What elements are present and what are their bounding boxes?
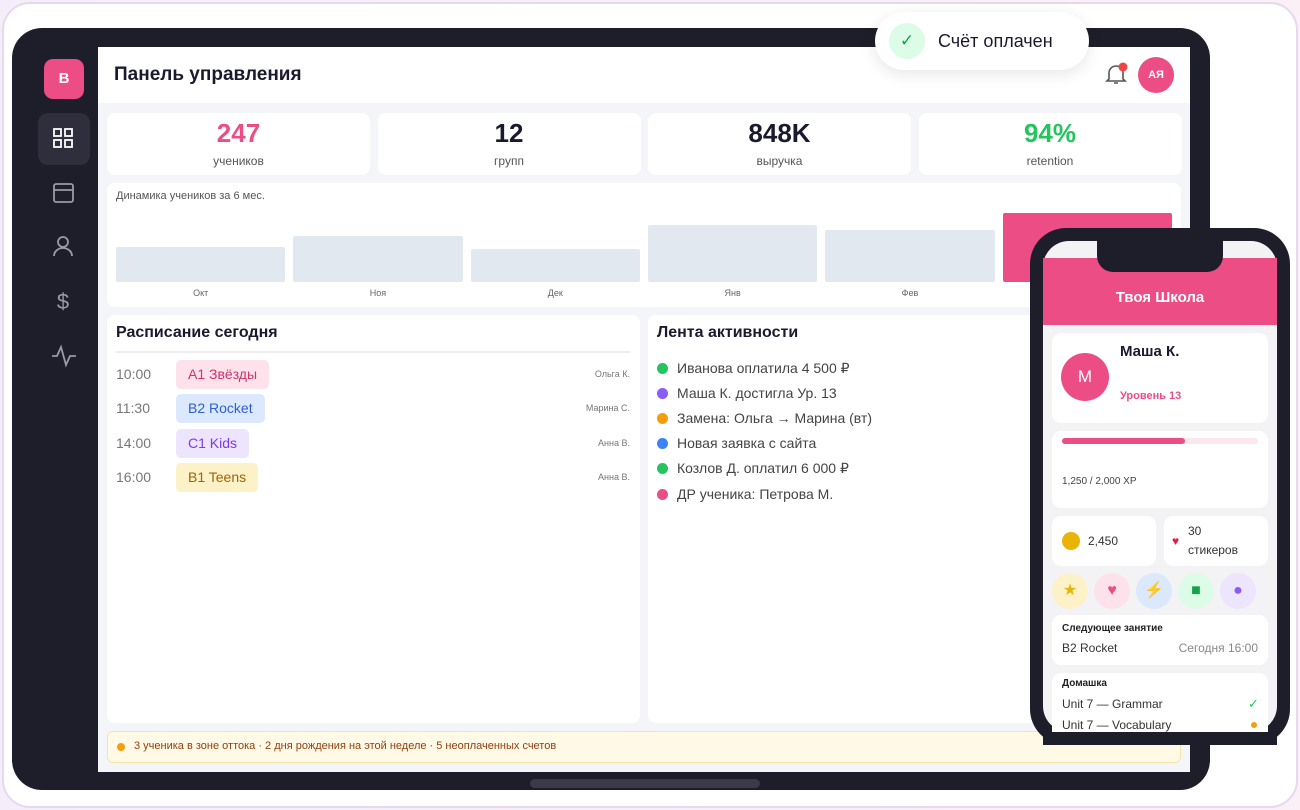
bar [470, 249, 640, 282]
x-label: Фев [901, 288, 919, 298]
alert-dot [117, 743, 125, 751]
avatar[interactable]: АЯ [1138, 57, 1174, 93]
badge[interactable]: ♥ [1094, 573, 1130, 609]
next-title: Следующее занятие [1062, 623, 1163, 634]
stat-card [648, 113, 911, 175]
stat-label: retention [1026, 154, 1074, 168]
bar [116, 246, 286, 282]
phone-notch [1097, 241, 1223, 272]
heart: ♥ [1172, 534, 1180, 548]
student-name: Маша К. [1120, 343, 1180, 360]
stat-card [107, 113, 370, 175]
nav-active[interactable] [38, 113, 90, 165]
x-label: Дек [547, 288, 563, 298]
page-title: Панель управления [114, 64, 302, 85]
time: 16:00 [116, 468, 152, 485]
stickers-card [1164, 516, 1268, 566]
stat-label: учеников [213, 154, 264, 168]
activity-dot [657, 463, 668, 475]
badge[interactable]: ■ [1178, 573, 1214, 609]
teacher: Анна В. [598, 437, 630, 448]
stat-card [918, 113, 1182, 175]
chart-title: Динамика учеников за 6 мес. [116, 190, 265, 202]
schedule-title: Расписание сегодня [116, 324, 278, 341]
bar [648, 224, 818, 282]
stat-label: выручка [756, 154, 803, 168]
homework-title: Домашка [1062, 678, 1107, 689]
group-chip[interactable]: C1 Kids [176, 428, 250, 458]
teacher: Анна В. [598, 471, 630, 482]
activity-text: Козлов Д. оплатил 6 000 ₽ [677, 460, 849, 477]
next-time: Сегодня 16:00 [1178, 641, 1258, 655]
chart-card [107, 183, 1181, 307]
next-card [1052, 615, 1268, 665]
group-chip[interactable]: A1 Звёзды [176, 360, 270, 389]
stat-value: 94% [1023, 118, 1077, 148]
phone-title: Твоя Школа [1115, 289, 1205, 306]
stat-value: 247 [216, 118, 261, 148]
activity-text: Новая заявка с сайта [677, 435, 817, 452]
stat-value: 12 [494, 118, 524, 148]
bar [825, 230, 995, 282]
activity-dot [657, 363, 668, 374]
logo[interactable]: B [44, 59, 84, 99]
badge[interactable]: ★ [1052, 573, 1088, 609]
done: ✓ [1248, 696, 1259, 711]
stat-label: групп [494, 154, 524, 168]
stickers-count: 30 [1188, 524, 1202, 538]
teacher: Марина С. [585, 403, 630, 414]
sidebar-icons: $ [52, 128, 76, 368]
activity-dot [657, 413, 668, 425]
badge[interactable]: ● [1220, 573, 1256, 609]
x-label: Янв [724, 288, 741, 298]
svg-text:$: $ [57, 289, 69, 314]
activity-title: Лента активности [657, 324, 799, 341]
bell[interactable] [1103, 62, 1129, 88]
group-chip[interactable]: B2 Rocket [176, 394, 265, 424]
phone-avatar: М [1061, 353, 1109, 401]
alert-text: 3 ученика в зоне оттока · 2 дня рождения… [134, 740, 557, 752]
level: Уровень 13 [1120, 390, 1182, 402]
toast-icon: ✓ [889, 23, 925, 59]
phone-bottom [1043, 732, 1277, 745]
coin [1062, 532, 1080, 550]
homework-item: Unit 7 — Vocabulary [1062, 718, 1172, 732]
stat-value: 848K [748, 118, 811, 148]
activity-dot [657, 488, 668, 500]
badge[interactable]: ⚡ [1136, 573, 1172, 609]
time: 14:00 [116, 434, 152, 451]
activity-text: ДР ученика: Петрова М. [677, 485, 834, 502]
activity-text: Замена: Ольга → Марина (вт) [677, 410, 872, 427]
activity-text: Маша К. достигла Ур. 13 [677, 385, 837, 402]
progress-label: 1,250 / 2,000 XP [1062, 476, 1137, 487]
teacher: Ольга К. [594, 369, 630, 379]
homework-item: Unit 7 — Grammar [1062, 697, 1163, 711]
stickers-label: стикеров [1188, 543, 1238, 557]
x-label: Ноя [369, 288, 387, 298]
pending [1251, 722, 1257, 728]
next-group: B2 Rocket [1062, 641, 1118, 655]
alert-bar [107, 731, 1181, 763]
divider [116, 351, 630, 353]
stat-card [377, 113, 641, 175]
coins: 2,450 [1088, 534, 1119, 548]
time: 11:30 [116, 400, 150, 417]
homework-card [1052, 673, 1268, 732]
bar [293, 235, 463, 282]
group-chip[interactable]: B1 Teens [176, 462, 259, 492]
progress-fill [1062, 438, 1185, 444]
x-label: Окт [193, 288, 209, 298]
activity-text: Иванова оплатила 4 500 ₽ [677, 360, 850, 376]
toast-text: Счёт оплачен [938, 31, 1053, 51]
activity-dot [657, 388, 668, 400]
laptop-notch [530, 779, 760, 788]
activity-dot [657, 438, 668, 450]
time: 10:00 [116, 366, 152, 382]
